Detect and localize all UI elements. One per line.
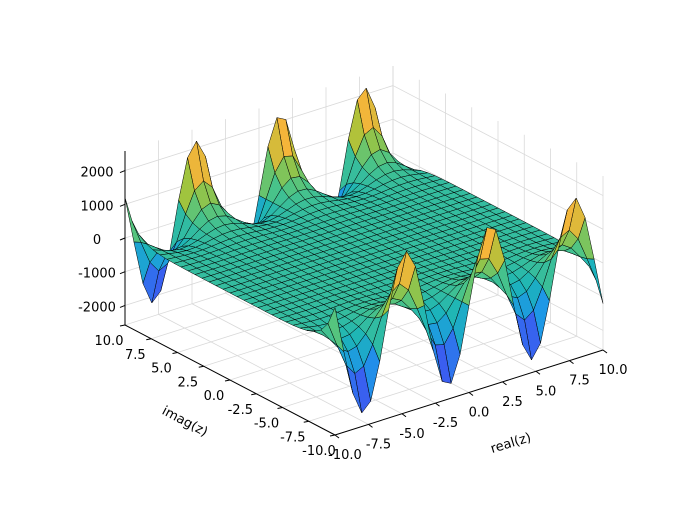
y-tick-label: -10.0 — [302, 444, 336, 459]
x-tick — [535, 370, 541, 375]
z-tick — [119, 237, 126, 241]
y-tick-label: 0.0 — [204, 389, 225, 404]
y-tick-label: -2.5 — [228, 403, 253, 418]
y-tick-label: 2.5 — [177, 375, 198, 390]
wall-gridline-z — [124, 85, 394, 171]
y-tick — [119, 324, 126, 327]
x-tick — [502, 381, 507, 386]
z-tick-label: 1000 — [80, 199, 113, 214]
y-tick-label: -5.0 — [254, 417, 279, 432]
z-tick-label: -2000 — [78, 300, 116, 315]
x-tick — [602, 349, 608, 354]
wall-gridline-z — [124, 118, 394, 205]
y-tick-label: -7.5 — [280, 430, 305, 445]
y-tick — [198, 365, 204, 368]
z-tick — [119, 304, 126, 308]
x-tick-label: -2.5 — [433, 416, 458, 431]
tick-labels: -10.0-7.5-5.0-2.50.02.55.07.510.0-10.0-7… — [78, 166, 627, 463]
floor-gridline-y — [282, 322, 551, 408]
x-tick-label: -10.0 — [328, 448, 362, 463]
x-tick-label: -7.5 — [366, 437, 391, 452]
x-tick — [401, 413, 407, 418]
x-tick — [334, 434, 340, 439]
x-tick-label: 0.0 — [469, 406, 490, 421]
y-tick — [251, 393, 257, 396]
x-tick-label: 7.5 — [569, 374, 590, 389]
z-tick — [119, 170, 126, 174]
z-tick-label: -1000 — [78, 267, 116, 282]
surface-face — [327, 307, 345, 353]
y-tick — [329, 434, 336, 437]
floor-gridline-y — [256, 308, 525, 395]
z-tick — [119, 271, 126, 275]
y-tick — [224, 379, 231, 382]
x-tick-label: -5.0 — [399, 427, 424, 442]
x-tick — [468, 392, 474, 396]
x-tick — [368, 423, 373, 428]
x-tick-label: 2.5 — [502, 395, 523, 410]
z-tick-label: 0 — [93, 233, 101, 248]
x-tick — [569, 360, 574, 365]
x-tick — [435, 402, 440, 407]
z-tick-label: 2000 — [80, 166, 113, 181]
y-axis-label: imag(z) — [159, 404, 210, 440]
surface — [124, 87, 604, 414]
wall-gridline-z — [392, 85, 604, 196]
y-tick — [277, 407, 283, 409]
y-tick — [146, 338, 152, 341]
y-tick-label: 5.0 — [151, 362, 172, 377]
x-tick-label: 5.0 — [536, 384, 557, 399]
y-tick — [303, 420, 309, 423]
y-tick — [172, 352, 178, 354]
y-tick-label: 10.0 — [95, 334, 124, 349]
x-axis-label: real(z) — [489, 430, 533, 457]
axis-lines — [119, 151, 608, 439]
y-tick-label: 7.5 — [125, 348, 146, 363]
z-tick — [119, 203, 126, 207]
x-tick-label: 10.0 — [599, 363, 628, 378]
